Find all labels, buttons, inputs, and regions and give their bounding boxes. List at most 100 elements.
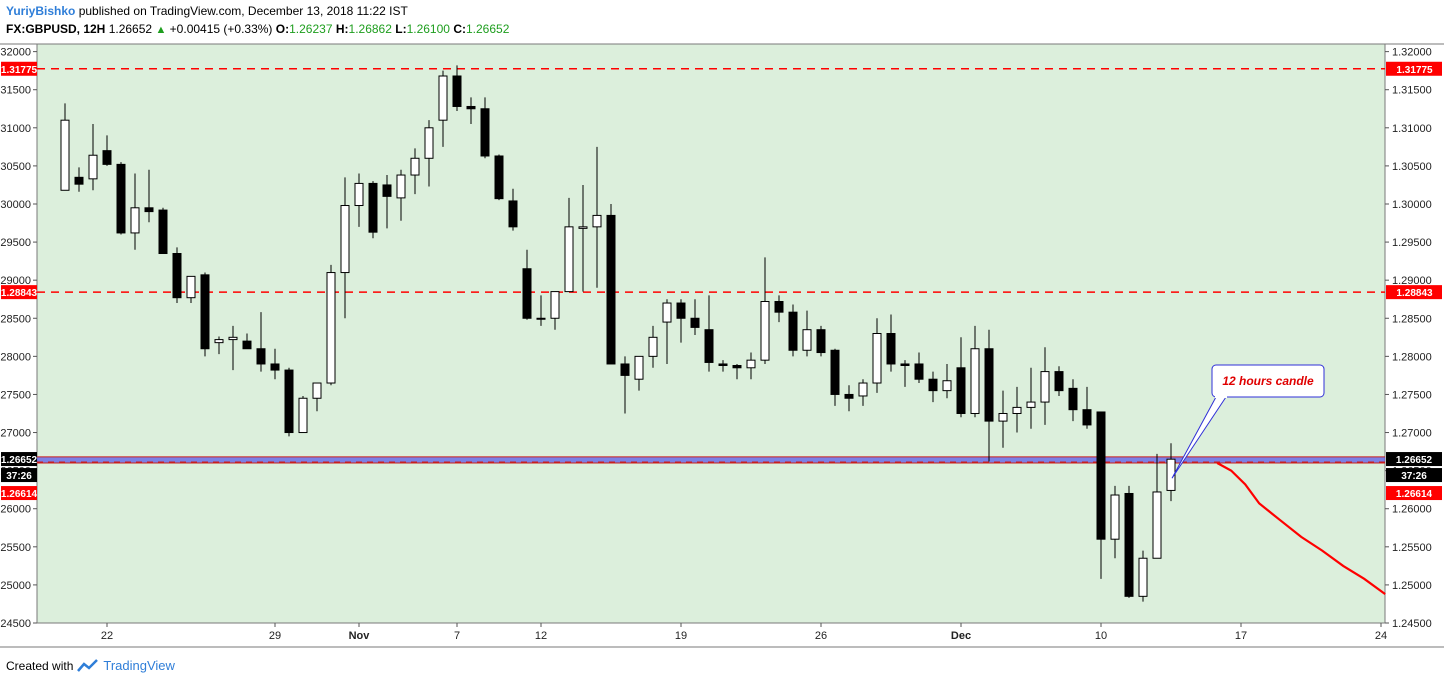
price-chart[interactable]: 1.32000 1.32000 1.31500 1.31500 1.31000 1.310…: [0, 0, 1444, 650]
level-price-tag-right: [1386, 61, 1442, 76]
low-label: L:: [395, 22, 407, 36]
candle-bearish: [718, 363, 728, 366]
candle-bearish: [676, 302, 686, 319]
projection-path: [1216, 462, 1386, 595]
candle-bearish: [102, 150, 112, 165]
zone-price-left-label: 1.26614: [1, 489, 38, 500]
candle-bullish: [396, 174, 406, 199]
candle-bullish: [550, 291, 560, 319]
candle-bearish: [606, 214, 616, 365]
tradingview-brand[interactable]: TradingView: [103, 658, 175, 673]
candle-bullish: [648, 336, 658, 357]
y-tick-label-right: 1.24500: [1392, 618, 1432, 630]
candle-bullish: [1026, 401, 1036, 408]
candle-bullish: [1152, 491, 1162, 559]
candle-bearish: [1096, 411, 1106, 540]
candle-bearish: [466, 105, 476, 110]
bar-countdown-left-label: 37:26: [6, 471, 32, 482]
candle-bullish: [1138, 557, 1148, 597]
last-price-right-label: 1.26652: [1396, 455, 1433, 466]
y-tick-label-left: 1.30500: [0, 161, 31, 173]
candle-bearish: [270, 363, 280, 371]
candle-bullish: [564, 226, 574, 293]
candle-bearish: [1054, 371, 1064, 392]
candle-bearish: [284, 369, 294, 434]
candle-bullish: [186, 275, 196, 299]
candle-bearish: [928, 378, 938, 392]
y-tick-label-left: 1.24500: [0, 618, 31, 630]
x-tick-label: Dec: [951, 630, 971, 642]
tradingview-logo-icon: [77, 658, 99, 672]
close-value: 1.26652: [465, 22, 510, 36]
author-name[interactable]: YuriyBishko: [6, 4, 76, 18]
candle-bearish: [74, 176, 84, 185]
y-tick-label-left: 1.26000: [0, 504, 31, 516]
candle-bullish: [998, 412, 1008, 422]
close-label: C:: [453, 22, 466, 36]
zone-price-right-label: 1.26614: [1396, 489, 1433, 500]
candle-bearish: [480, 108, 490, 157]
candle-bearish: [172, 253, 182, 299]
created-with-text: Created with: [6, 658, 74, 673]
up-arrow-icon: ▲: [155, 24, 167, 36]
last-price-left-label: 1.26652: [1, 455, 38, 466]
candle-bullish: [970, 348, 980, 414]
candle-bullish: [312, 382, 322, 399]
x-tick-label: Nov: [349, 630, 371, 642]
symbol-line: FX:GBPUSD, 12H 1.26652 ▲ +0.00415 (+0.33…: [6, 22, 509, 36]
candle-bullish: [326, 272, 336, 384]
y-tick-label-left: 1.25000: [0, 580, 31, 592]
candle-bullish: [228, 336, 238, 341]
x-tick-label: 7: [454, 630, 460, 642]
candle-bullish: [802, 329, 812, 351]
y-tick-label-left: 1.31000: [0, 123, 31, 135]
level-price-label-left: 1.28843: [1, 288, 38, 299]
candle-bearish: [242, 340, 252, 350]
x-tick-label: 29: [269, 630, 281, 642]
y-tick-label-right: 1.25000: [1392, 580, 1432, 592]
high-value: 1.26862: [348, 22, 392, 36]
x-tick-label: 22: [101, 630, 113, 642]
candle-bearish: [256, 348, 266, 365]
y-tick-label-left: 1.28000: [0, 351, 31, 363]
y-tick-label-right: 1.30000: [1392, 199, 1432, 211]
level-price-tag-left: [1, 61, 37, 76]
candle-bullish: [298, 397, 308, 434]
open-value: 1.26237: [289, 22, 333, 36]
footer: Created with TradingView: [6, 658, 175, 673]
candle-bearish: [774, 301, 784, 313]
last-price-left-tag: [1, 452, 37, 467]
candle-bearish: [382, 184, 392, 197]
last-price-right-tag: [1386, 452, 1442, 467]
candle-bullish: [746, 359, 756, 369]
x-tick-label: 12: [535, 630, 547, 642]
bar-countdown-right-label: 37:26: [1401, 471, 1427, 482]
candle-bullish: [1110, 494, 1120, 540]
callout-box: [1211, 364, 1325, 398]
candle-bearish: [508, 200, 518, 228]
candle-bearish: [1068, 387, 1078, 411]
bar-countdown-left-tag: [1, 468, 37, 483]
x-tick-label: 24: [1375, 630, 1387, 642]
candle-bullish: [424, 127, 434, 159]
candle-bearish: [494, 155, 504, 200]
candle-bearish: [830, 349, 840, 395]
candle-bullish: [214, 339, 224, 344]
candle-bullish: [340, 205, 350, 274]
y-tick-label-left: 1.31500: [0, 85, 31, 97]
callout-pointer: [1171, 396, 1227, 479]
y-tick-label-right: 1.28500: [1392, 313, 1432, 325]
candle-bullish: [130, 207, 140, 234]
y-tick-label-left: 1.27500: [0, 389, 31, 401]
candle-bullish: [1012, 406, 1022, 414]
candle-bearish: [732, 364, 742, 369]
level-price-label-right: 1.28843: [1396, 288, 1433, 299]
y-tick-label-left: 1.25500: [0, 542, 31, 554]
candle-bullish: [1166, 458, 1176, 491]
candle-bearish: [914, 363, 924, 380]
candle-bullish: [578, 226, 588, 229]
symbol-label: FX:GBPUSD, 12H: [6, 22, 106, 36]
candle-bearish: [200, 274, 210, 350]
candle-bullish: [88, 154, 98, 180]
candle-bearish: [452, 75, 462, 107]
